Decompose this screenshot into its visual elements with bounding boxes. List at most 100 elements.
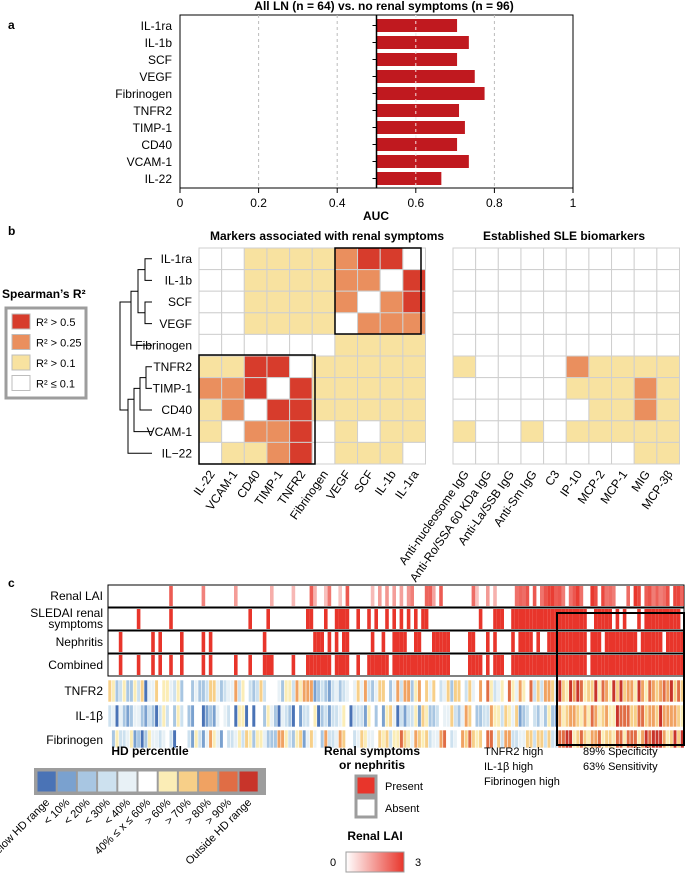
row-label-scf: SCF — [168, 295, 192, 309]
marker-cell-tnfr2 — [312, 679, 318, 703]
x-tick-label: 0.2 — [250, 196, 267, 210]
combined-cell — [651, 655, 656, 675]
sledai-cell — [356, 609, 360, 629]
lai-cell — [579, 586, 584, 606]
cell-left-r4-c8 — [379, 333, 404, 357]
panel-b-right-title: Established SLE biomarkers — [483, 229, 645, 243]
cell-right-r6-c0 — [452, 377, 477, 400]
lai-legend-title: Renal LAI — [347, 829, 402, 843]
marker-cell-tnfr2 — [626, 679, 631, 703]
lai-cell — [514, 586, 519, 606]
marker-cell-tnfr2 — [197, 679, 203, 703]
sledai-cell — [608, 609, 612, 629]
marker-cell-il-1 — [629, 704, 635, 728]
marker-cell-tnfr2 — [586, 679, 591, 703]
marker-cell-tnfr2 — [305, 679, 311, 703]
lai-cell — [550, 586, 555, 606]
heatmap-markers — [198, 247, 427, 465]
marker-cell-tnfr2 — [550, 679, 555, 703]
cell-right-r3-c5 — [565, 312, 590, 335]
marker-cell-fibrinogen — [226, 729, 231, 749]
marker-cell-il-1 — [266, 704, 271, 728]
combined-cell — [266, 655, 270, 675]
marker-cell-tnfr2 — [611, 679, 617, 703]
marker-cell-tnfr2 — [406, 679, 411, 703]
lai-cell — [169, 586, 173, 606]
cell-left-r4-c2 — [243, 333, 268, 357]
cell-right-r5-c8 — [633, 355, 658, 379]
combined-cell — [619, 655, 623, 675]
x-tick-label: 1 — [570, 196, 577, 210]
marker-cell-il-1 — [194, 704, 199, 728]
cell-left-r1-c8 — [379, 269, 404, 292]
cell-right-r1-c9 — [656, 269, 680, 292]
bar-vegf — [376, 70, 475, 83]
cell-right-r3-c4 — [543, 312, 567, 335]
strip-row-label-nephritis: Nephritis — [56, 635, 103, 649]
panel-a-x-ticks: 0 0.2 0.4 0.6 0.8 1 — [177, 188, 577, 210]
nephritis-cell — [568, 632, 573, 652]
lai-cell — [525, 586, 530, 606]
sledai-cell — [309, 609, 314, 629]
marker-cell-tnfr2 — [474, 679, 480, 703]
marker-cell-fibrinogen — [471, 729, 476, 749]
combined-cell — [568, 655, 573, 675]
hd-legend-label-0: Below HD range — [0, 797, 52, 862]
nephritis-cell — [439, 632, 443, 652]
marker-cell-il-1 — [341, 704, 347, 728]
sledai-cell — [583, 609, 587, 629]
combined-cell — [493, 655, 497, 675]
sledai-cell — [522, 609, 526, 629]
marker-cell-tnfr2 — [442, 679, 447, 703]
marker-cell-il-1 — [316, 704, 321, 728]
marker-cell-tnfr2 — [460, 679, 465, 703]
lai-cell — [608, 586, 612, 606]
sledai-cell — [266, 609, 270, 629]
lai-cell — [410, 586, 414, 606]
combined-cell — [208, 655, 213, 675]
cell-left-r3-c2 — [243, 312, 268, 335]
marker-cell-tnfr2 — [240, 679, 246, 703]
marker-cell-tnfr2 — [294, 679, 300, 703]
sledai-cell — [615, 609, 620, 629]
cell-right-r7-c8 — [633, 398, 658, 422]
nephritis-cell — [561, 632, 566, 652]
combined-cell — [522, 655, 526, 675]
cell-left-r4-c1 — [221, 333, 245, 357]
cell-left-r4-c7 — [357, 333, 381, 357]
sledai-cell — [536, 609, 540, 629]
dendrogram-branch-1 — [144, 301, 152, 325]
strip-row-label-line: SLEDAI renal — [30, 606, 103, 620]
marker-cell-il-1 — [604, 704, 609, 728]
marker-cell-tnfr2 — [572, 679, 577, 703]
lai-cell — [655, 586, 659, 606]
combined-cell — [234, 655, 238, 675]
sledai-cell — [601, 609, 605, 629]
marker-cell-tnfr2 — [590, 679, 595, 703]
cell-right-r0-c3 — [520, 247, 545, 271]
lai-cell — [471, 586, 476, 606]
marker-cell-tnfr2 — [176, 679, 181, 703]
marker-cell-tnfr2 — [672, 679, 678, 703]
lai-cell — [612, 586, 616, 606]
marker-cell-il-1 — [608, 704, 613, 728]
present-label: Present — [385, 781, 423, 793]
x-tick-label: 0.4 — [329, 196, 346, 210]
sledai-cell — [529, 609, 533, 629]
nephritis-cell — [327, 632, 332, 652]
cell-left-r1-c1 — [221, 269, 245, 292]
marker-cell-il-1 — [406, 704, 411, 728]
marker-cell-tnfr2 — [528, 679, 534, 703]
cell-right-r5-c3 — [520, 355, 545, 379]
lai-cell — [392, 586, 396, 606]
marker-cell-tnfr2 — [248, 679, 253, 703]
marker-cell-fibrinogen — [449, 729, 455, 749]
marker-cell-tnfr2 — [186, 679, 192, 703]
marker-cell-fibrinogen — [460, 729, 465, 749]
marker-cell-il-1 — [618, 704, 624, 728]
sledai-cell — [324, 609, 328, 629]
bar-il-1ra — [376, 19, 458, 32]
cell-left-r1-c2 — [243, 269, 268, 292]
marker-cell-il-1 — [345, 704, 350, 728]
cell-left-r1-c3 — [266, 269, 291, 292]
